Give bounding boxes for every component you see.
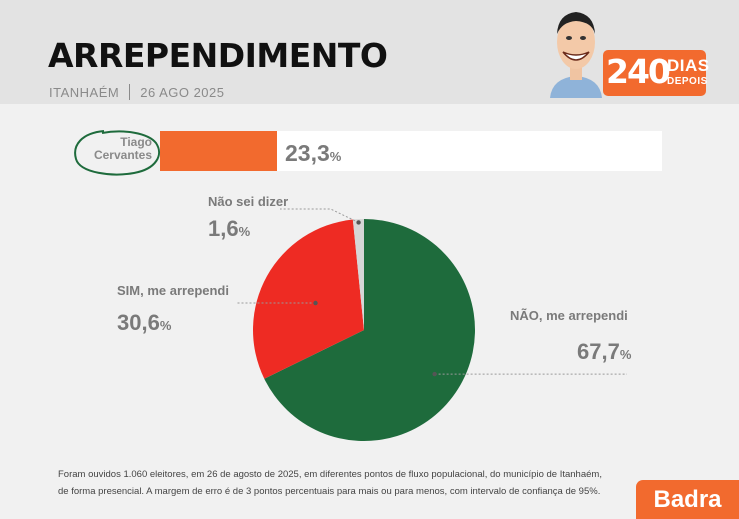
slice-nao-sei: [352, 219, 364, 330]
bar-value-number: 23,3: [285, 140, 330, 166]
slice-value-sim: 30,6%: [117, 310, 171, 336]
bar-label-last: Cervantes: [93, 148, 152, 162]
bar-label-first: Tiago: [120, 135, 152, 149]
days-badge: 240 DIAS DEPOIS: [603, 50, 709, 96]
bar-label: Tiago Cervantes: [86, 136, 152, 162]
slice-value-nao: 67,7%: [577, 339, 631, 365]
subtitle: ITANHAÉM 26 AGO 2025: [49, 84, 225, 100]
slice-value-nao-number: 67,7: [577, 339, 620, 364]
bar-value-pct: %: [329, 149, 342, 164]
slice-label-sim: SIM, me arrependi: [117, 283, 229, 298]
slice-nao: [264, 219, 476, 441]
methodology-line-2: de forma presencial. A margem de erro é …: [58, 486, 601, 497]
slice-value-nao-pct: %: [619, 347, 632, 362]
slice-value-sim-number: 30,6: [117, 310, 160, 335]
bar-fill: [160, 131, 277, 171]
methodology-note: Foram ouvidos 1.060 eleitores, em 26 de …: [58, 466, 602, 500]
leader-nao-sei: [280, 208, 359, 223]
bar-value: 23,3%: [285, 140, 341, 167]
header: ARREPENDIMENTO ITANHAÉM 26 AGO 2025 240 D…: [0, 0, 739, 104]
slice-label-nao: NÃO, me arrependi: [510, 308, 628, 323]
caricature-avatar-icon: [550, 12, 602, 98]
slice-label-nao-sei: Não sei dizer: [208, 194, 289, 209]
methodology-line-1: Foram ouvidos 1.060 eleitores, em 26 de …: [58, 469, 602, 480]
page-title: ARREPENDIMENTO: [48, 36, 388, 75]
slice-value-nao-sei: 1,6%: [208, 216, 250, 242]
slice-sim: [253, 219, 364, 379]
slice-value-nao-sei-pct: %: [238, 224, 251, 239]
date-label: 26 AGO 2025: [140, 85, 225, 100]
handdrawn-circle-icon: [74, 130, 161, 176]
badge-dias: DIAS: [667, 56, 710, 75]
leader-sim-dot: [313, 300, 318, 306]
badge-number: 240: [606, 52, 671, 91]
slice-value-nao-sei-number: 1,6: [208, 216, 239, 241]
brand-logo: Badra: [636, 480, 739, 519]
slice-value-sim-pct: %: [159, 318, 172, 333]
leader-nao-sei-dot: [356, 220, 361, 225]
divider: [129, 84, 131, 100]
leader-nao-dot: [432, 371, 437, 377]
city-label: ITANHAÉM: [49, 85, 120, 100]
badge-depois: DEPOIS: [667, 76, 708, 87]
